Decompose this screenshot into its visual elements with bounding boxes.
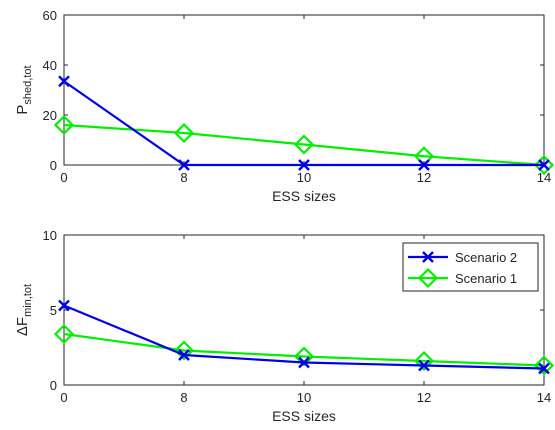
y-axis-label-main: P (14, 105, 31, 115)
x-ticks: 0 8 10 12 14 (60, 15, 551, 185)
x-tick-label: 0 (60, 390, 67, 405)
series-scenario-2 (58, 299, 550, 375)
x-tick-label: 12 (417, 170, 431, 185)
y-tick-label: 5 (50, 303, 57, 318)
y-axis-label-subscript: min,tot (22, 284, 34, 317)
x-tick-label: 8 (180, 170, 187, 185)
data-point (538, 362, 550, 375)
data-point (418, 359, 430, 372)
data-point (418, 159, 430, 171)
y-axis-label-subscript: shed,tot (22, 65, 34, 104)
data-point (293, 346, 315, 367)
x-axis-label: ESS sizes (272, 188, 336, 204)
x-tick-label: 14 (537, 390, 551, 405)
data-point (298, 356, 310, 369)
series-scenario-1 (53, 114, 555, 176)
x-tick-label: 10 (297, 170, 311, 185)
chart-frequency-deviation: 0 8 10 12 14 0 5 10 ESS sizes ΔFmin,tot Scenar… (14, 228, 555, 424)
x-tick-label: 12 (417, 390, 431, 405)
data-point (533, 355, 555, 376)
y-axis-label: Pshed,tot (14, 65, 34, 114)
legend-marker (422, 251, 434, 263)
x-tick-label: 14 (537, 170, 551, 185)
y-axis-label-main: F (14, 317, 31, 326)
legend-entry: Scenario 1 (408, 267, 517, 289)
y-tick-label: 0 (50, 158, 57, 173)
legend-entry: Scenario 2 (408, 250, 517, 265)
data-point (58, 75, 70, 88)
x-tick-label: 8 (180, 390, 187, 405)
series-line (63, 123, 545, 167)
legend-label: Scenario 2 (455, 250, 517, 265)
x-ticks: 0 8 10 12 14 (60, 235, 551, 405)
legend: Scenario 2 Scenario 1 (402, 242, 539, 292)
y-tick-label: 10 (43, 228, 57, 243)
data-point (173, 122, 195, 144)
series-scenario-2 (58, 75, 550, 171)
data-point (293, 134, 315, 155)
data-point (178, 159, 190, 171)
x-tick-label: 10 (297, 390, 311, 405)
data-point (173, 340, 195, 361)
series-line (63, 332, 545, 367)
y-tick-label: 0 (50, 378, 57, 393)
series-scenario-1 (53, 323, 555, 376)
series-layer (53, 75, 555, 176)
y-ticks: 0 20 40 60 (43, 8, 544, 173)
y-tick-label: 20 (43, 108, 57, 123)
x-axis-label: ESS sizes (272, 408, 336, 424)
data-point (538, 159, 550, 171)
data-point (53, 114, 75, 136)
y-axis-label-prefix: Δ (14, 326, 31, 336)
y-tick-label: 60 (43, 8, 57, 23)
y-ticks: 0 5 10 (43, 228, 544, 393)
series-layer (53, 299, 555, 376)
data-point (58, 299, 70, 312)
legend-label: Scenario 1 (455, 271, 517, 286)
data-point (413, 350, 435, 372)
legend-marker (417, 267, 439, 289)
x-tick-label: 0 (60, 170, 67, 185)
y-axis-label: ΔFmin,tot (14, 284, 34, 336)
chart-shed-power: 0 8 10 12 14 0 20 40 60 ESS sizes Pshed,tot (14, 8, 555, 204)
data-point (53, 323, 75, 345)
y-tick-label: 40 (43, 58, 57, 73)
data-point (298, 159, 310, 171)
data-point (178, 349, 190, 361)
data-point (533, 154, 555, 176)
